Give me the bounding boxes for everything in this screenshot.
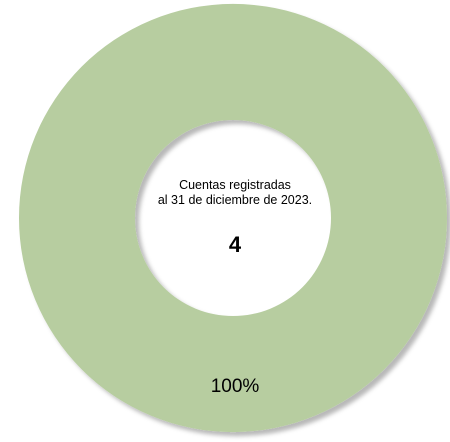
center-caption-line-2: al 31 de diciembre de 2023. xyxy=(157,193,313,207)
center-total-value: 4 xyxy=(228,232,242,257)
slice-data-label: 100% xyxy=(211,376,260,397)
donut-slices xyxy=(18,3,447,433)
center-caption-line-1: Cuentas registradas xyxy=(179,178,291,192)
donut-slice xyxy=(18,3,447,433)
center-caption: Cuentas registradas al 31 de diciembre d… xyxy=(120,178,350,208)
